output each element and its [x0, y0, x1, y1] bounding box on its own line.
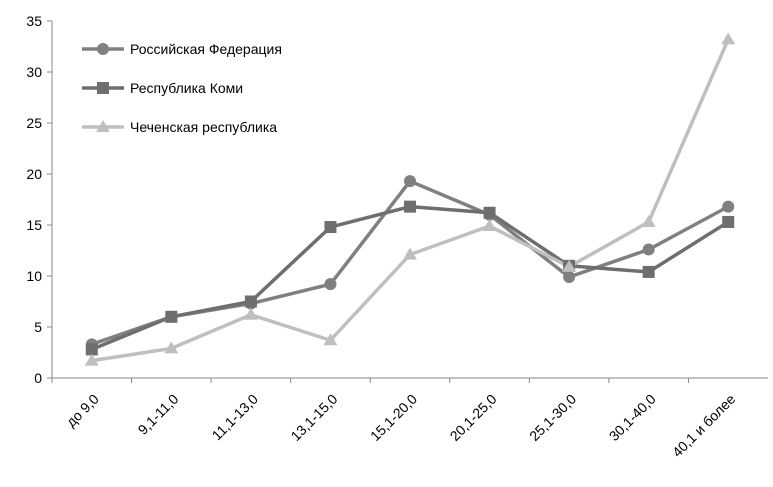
y-tick-label: 5: [34, 319, 42, 335]
marker: [323, 333, 338, 346]
marker: [403, 247, 417, 260]
marker: [97, 43, 109, 55]
marker: [722, 215, 735, 228]
marker: [404, 200, 416, 213]
x-tick-label: 13,1-15,0: [287, 391, 340, 444]
x-tick-label: 40,1 и более: [669, 391, 739, 461]
legend-label: Российская Федерация: [130, 41, 282, 57]
x-tick-label: 30,1-40,0: [606, 391, 659, 444]
marker: [721, 32, 736, 45]
marker: [641, 214, 656, 227]
marker: [85, 343, 98, 356]
marker: [164, 341, 179, 354]
marker: [96, 120, 110, 132]
series-line: [91, 204, 730, 352]
x-tick-label: 15,1-20,0: [367, 391, 420, 444]
marker: [642, 265, 655, 278]
marker: [722, 200, 735, 213]
y-tick-label: 20: [26, 166, 42, 182]
y-tick-label: 0: [34, 370, 42, 386]
marker: [97, 82, 109, 94]
marker: [404, 175, 416, 188]
marker: [324, 278, 337, 291]
marker: [562, 259, 577, 272]
marker: [84, 353, 99, 366]
y-tick-label: 10: [26, 268, 42, 284]
marker: [165, 310, 178, 323]
x-tick-label: до 9,0: [63, 391, 102, 430]
marker: [244, 295, 257, 308]
y-tick-label: 30: [26, 64, 42, 80]
marker: [482, 219, 497, 232]
marker: [243, 307, 258, 320]
marker: [483, 206, 496, 219]
x-tick-label: 20,1-25,0: [447, 391, 500, 444]
marker: [324, 221, 337, 234]
y-tick-label: 15: [26, 217, 42, 233]
y-tick-label: 35: [26, 13, 42, 29]
marker: [642, 243, 655, 256]
x-tick-label: 25,1-30,0: [526, 391, 579, 444]
x-tick-label: 11,1-13,0: [209, 391, 262, 444]
marker: [563, 271, 576, 284]
y-tick-label: 25: [26, 115, 42, 131]
legend-label: Республика Коми: [130, 80, 243, 96]
x-tick-label: 9,1-11,0: [135, 391, 182, 438]
legend-label: Чеченская республика: [130, 119, 277, 135]
